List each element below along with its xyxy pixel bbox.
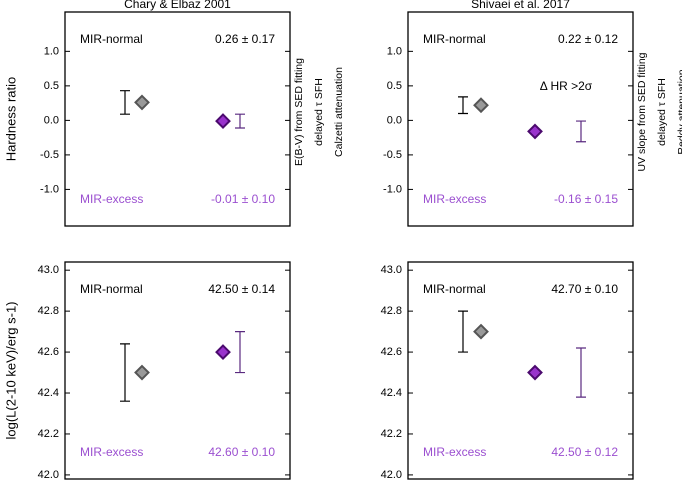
y-tick-label: 42.4 xyxy=(381,387,402,399)
legend-label: MIR-excess xyxy=(80,445,143,459)
legend-label: MIR-excess xyxy=(423,192,486,206)
y-tick-label: 43.0 xyxy=(38,264,59,276)
legend-label: MIR-normal xyxy=(423,32,486,46)
plot-frame xyxy=(64,261,291,480)
y-tick-label: 0.5 xyxy=(44,80,59,92)
error-bar xyxy=(235,113,245,129)
y-tick-label: -1.0 xyxy=(383,183,402,195)
side-annotation: Calzetti attenuation xyxy=(333,67,345,157)
value-label: 0.22 ± 0.12 xyxy=(558,32,618,46)
value-label: -0.01 ± 0.10 xyxy=(211,192,275,206)
y-tick-label: -0.5 xyxy=(383,149,402,161)
data-point xyxy=(473,323,489,340)
side-annotation: Reddy attenuation xyxy=(676,69,682,154)
error-bar xyxy=(120,343,130,402)
y-tick-label: 0.0 xyxy=(44,114,59,126)
side-annotation: delayed τ SFH xyxy=(656,78,668,146)
data-point xyxy=(215,113,231,129)
y-tick-label: 42.2 xyxy=(38,428,59,440)
y-tick-label: 1.0 xyxy=(44,45,59,57)
y-tick-label: 1.0 xyxy=(387,45,402,57)
y-tick-label: -0.5 xyxy=(40,149,59,161)
value-label: 42.60 ± 0.10 xyxy=(208,445,275,459)
y-tick-label: 42.6 xyxy=(38,346,59,358)
legend-label: MIR-normal xyxy=(423,282,486,296)
y-tick-label: 42.0 xyxy=(38,469,59,481)
y-axis-label: Hardness ratio xyxy=(3,77,18,162)
y-tick-label: 42.6 xyxy=(381,346,402,358)
error-bar xyxy=(235,331,245,374)
plot-frame xyxy=(64,11,291,227)
y-tick-label: 0.0 xyxy=(387,114,402,126)
plot-frame xyxy=(407,11,634,227)
panel-title: Shivaei et al. 2017 xyxy=(471,0,570,11)
value-label: -0.16 ± 0.15 xyxy=(554,192,618,206)
legend-label: MIR-normal xyxy=(80,32,143,46)
panel-title: Chary & Elbaz 2001 xyxy=(124,0,231,11)
legend-label: MIR-excess xyxy=(423,445,486,459)
side-annotation: UV slope from SED fitting xyxy=(636,52,648,171)
value-label: 42.70 ± 0.10 xyxy=(551,282,618,296)
y-tick-label: 0.5 xyxy=(387,80,402,92)
y-tick-label: 42.2 xyxy=(381,428,402,440)
error-bar xyxy=(576,347,586,398)
error-bar xyxy=(458,310,468,353)
y-tick-label: 42.0 xyxy=(381,469,402,481)
value-label: 42.50 ± 0.14 xyxy=(208,282,275,296)
data-point xyxy=(134,94,150,111)
legend-label: MIR-excess xyxy=(80,192,143,206)
value-label: 42.50 ± 0.12 xyxy=(551,445,618,459)
error-bar xyxy=(576,120,586,143)
y-tick-label: -1.0 xyxy=(40,183,59,195)
data-point xyxy=(527,123,543,140)
data-point xyxy=(527,364,543,381)
y-tick-label: 43.0 xyxy=(381,264,402,276)
side-annotation: E(B-V) from SED fitting xyxy=(293,58,305,166)
legend-label: MIR-normal xyxy=(80,282,143,296)
y-axis-label: log(L(2-10 keV)/erg s-1) xyxy=(3,302,18,440)
data-point xyxy=(215,344,231,360)
annotation: Δ HR >2σ xyxy=(540,79,593,93)
data-point xyxy=(134,364,150,381)
y-tick-label: 42.8 xyxy=(381,305,402,317)
error-bar xyxy=(458,96,468,115)
y-tick-label: 42.8 xyxy=(38,305,59,317)
value-label: 0.26 ± 0.17 xyxy=(215,32,275,46)
y-tick-label: 42.4 xyxy=(38,387,59,399)
data-point xyxy=(473,97,489,114)
error-bar xyxy=(120,90,130,115)
side-annotation: delayed τ SFH xyxy=(313,78,325,146)
plot-frame xyxy=(407,261,634,480)
